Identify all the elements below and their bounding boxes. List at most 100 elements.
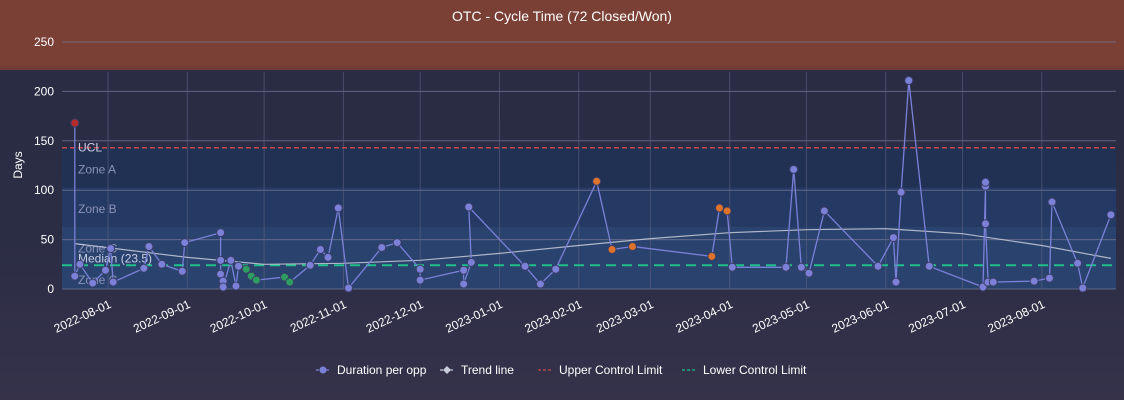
data-point	[333, 203, 343, 213]
data-point	[1047, 197, 1057, 207]
data-point	[804, 268, 814, 278]
data-point	[627, 242, 637, 252]
x-tick-label: 2022-09-01	[131, 297, 193, 336]
data-point	[535, 279, 545, 289]
y-tick-label: 0	[47, 282, 54, 296]
data-point	[315, 244, 325, 254]
data-point	[888, 233, 898, 243]
data-point	[459, 265, 469, 275]
data-point	[377, 243, 387, 253]
zone-c-band	[62, 226, 1116, 289]
data-point	[873, 261, 883, 271]
title-bar	[0, 0, 1124, 70]
y-tick-label: 200	[34, 84, 54, 98]
data-point	[323, 252, 333, 262]
y-tick-label: 250	[34, 35, 54, 49]
data-point	[789, 164, 799, 174]
median-label: Median (23.5)	[78, 251, 152, 265]
data-point	[305, 260, 315, 270]
duration-series	[70, 76, 1116, 293]
data-point	[1078, 283, 1088, 293]
data-point	[819, 206, 829, 216]
y-tick-label: 150	[34, 134, 54, 148]
data-point	[216, 228, 226, 238]
data-point	[157, 259, 167, 269]
data-point	[106, 243, 116, 253]
legend-marker	[319, 366, 327, 374]
data-point	[100, 265, 110, 275]
data-point	[1073, 258, 1083, 268]
zone-b-band	[62, 187, 1116, 227]
y-tick-label: 100	[34, 183, 54, 197]
y-axis-label: Days	[11, 151, 25, 178]
legend-label: Trend line	[461, 363, 514, 377]
legend-label: Upper Control Limit	[559, 363, 663, 377]
data-point	[251, 275, 261, 285]
data-point	[231, 281, 241, 291]
trend-line	[74, 228, 1112, 265]
data-point	[70, 118, 80, 128]
x-tick-label: 2023-08-01	[986, 297, 1048, 336]
data-point	[392, 238, 402, 248]
data-point	[180, 238, 190, 248]
legend: Duration per opp Trend line Upper Control …	[316, 363, 807, 377]
data-point	[988, 277, 998, 287]
ucl-label: UCL	[78, 141, 102, 155]
data-point	[285, 277, 295, 287]
data-point	[344, 283, 354, 293]
data-point	[466, 257, 476, 267]
data-point	[1044, 273, 1054, 283]
data-point	[714, 203, 724, 213]
chart-title: OTC - Cycle Time (72 Closed/Won)	[452, 8, 672, 24]
legend-label: Duration per opp	[337, 363, 427, 377]
data-point	[722, 206, 732, 216]
data-point	[144, 242, 154, 252]
data-point	[139, 263, 149, 273]
data-point	[218, 282, 228, 292]
data-point	[459, 279, 469, 289]
data-point	[464, 202, 474, 212]
data-point	[241, 264, 251, 274]
data-point	[904, 76, 914, 86]
x-tick-label: 2022-11-01	[288, 297, 349, 335]
data-point	[216, 255, 226, 265]
data-point	[88, 278, 98, 288]
x-tick-label: 2023-03-01	[594, 297, 656, 336]
data-point	[981, 177, 991, 187]
control-zones	[62, 147, 1116, 289]
data-point	[607, 244, 617, 254]
zone-a-band	[62, 147, 1116, 188]
x-tick-labels: 2022-08-01 2022-09-01 2022-10-01 2022-11-01…	[52, 297, 1048, 336]
zone-label: Zone B	[78, 202, 117, 216]
x-tick-label: 2023-02-01	[522, 297, 584, 336]
x-tick-label: 2022-08-01	[52, 297, 114, 336]
data-point	[520, 261, 530, 271]
data-point	[727, 262, 737, 272]
x-tick-label: 2023-01-01	[443, 297, 505, 336]
data-point	[891, 277, 901, 287]
data-point	[551, 264, 561, 274]
data-point	[70, 271, 80, 281]
data-point	[924, 261, 934, 271]
zone-label: Zone A	[78, 162, 116, 176]
x-tick-label: 2023-06-01	[829, 297, 891, 336]
data-point	[707, 251, 717, 261]
x-tick-label: 2022-12-01	[364, 297, 426, 336]
data-point	[981, 219, 991, 229]
data-point	[75, 259, 85, 269]
data-point	[781, 262, 791, 272]
data-point	[234, 261, 244, 271]
x-tick-label: 2022-10-01	[208, 297, 270, 336]
trend-line-path	[74, 228, 1112, 265]
data-point	[108, 277, 118, 287]
data-point	[415, 264, 425, 274]
x-tick-label: 2023-04-01	[673, 297, 735, 336]
data-point	[177, 266, 187, 276]
data-point	[592, 176, 602, 186]
legend-label: Lower Control Limit	[703, 363, 807, 377]
data-point	[226, 255, 236, 265]
data-point	[796, 262, 806, 272]
x-tick-label: 2023-05-01	[750, 297, 812, 336]
y-tick-label: 50	[41, 233, 55, 247]
